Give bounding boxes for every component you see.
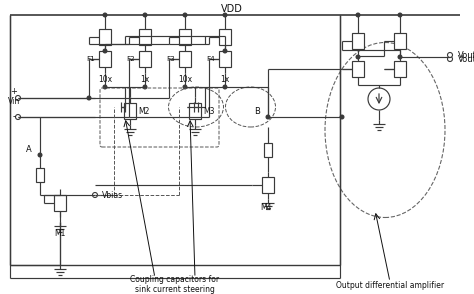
Circle shape [143, 85, 147, 89]
Circle shape [183, 85, 187, 89]
Text: +: + [10, 86, 18, 96]
Text: VDD: VDD [221, 4, 243, 14]
Bar [99, 51, 111, 67]
Bar [189, 103, 201, 119]
Text: F4: F4 [207, 56, 215, 62]
Bar [54, 195, 66, 211]
Circle shape [16, 114, 20, 119]
Circle shape [356, 13, 360, 17]
Circle shape [103, 85, 107, 89]
Bar [394, 33, 406, 49]
Text: 10x: 10x [98, 76, 112, 84]
Text: B: B [254, 106, 260, 116]
Circle shape [356, 55, 360, 59]
Circle shape [447, 53, 453, 58]
Bar [352, 33, 364, 49]
Circle shape [92, 193, 98, 198]
Circle shape [398, 55, 402, 59]
Bar [139, 29, 151, 45]
Bar [219, 29, 231, 45]
Circle shape [87, 96, 91, 100]
Text: F3: F3 [167, 56, 175, 62]
Bar [219, 51, 231, 67]
Circle shape [223, 13, 227, 17]
Bar [352, 61, 364, 77]
Bar [262, 177, 274, 193]
Bar [99, 29, 111, 45]
Text: -: - [12, 113, 16, 121]
Text: M2: M2 [138, 106, 149, 116]
Text: F2: F2 [127, 56, 136, 62]
Bar [394, 61, 406, 77]
Circle shape [38, 153, 42, 157]
Text: Vin: Vin [8, 98, 20, 106]
Bar [179, 51, 191, 67]
Text: Coupling capacitors for: Coupling capacitors for [130, 275, 219, 285]
Text: Vout: Vout [458, 54, 474, 64]
Bar [36, 168, 44, 182]
Circle shape [103, 49, 107, 53]
Circle shape [398, 13, 402, 17]
Circle shape [127, 115, 131, 119]
Circle shape [143, 13, 147, 17]
Text: M4: M4 [260, 203, 272, 211]
Text: 1x: 1x [140, 76, 150, 84]
Circle shape [183, 13, 187, 17]
Circle shape [223, 85, 227, 89]
Text: Vbias: Vbias [102, 191, 123, 200]
Text: A: A [26, 146, 32, 155]
Text: sink current steering: sink current steering [135, 285, 215, 293]
Text: Output differential amplifier: Output differential amplifier [336, 280, 444, 290]
Text: Vout: Vout [458, 51, 474, 59]
Text: F1: F1 [87, 56, 95, 62]
Circle shape [223, 49, 227, 53]
Circle shape [447, 56, 453, 61]
Circle shape [16, 96, 20, 101]
Bar [179, 29, 191, 45]
Circle shape [368, 88, 390, 110]
Circle shape [340, 115, 344, 119]
Text: 1x: 1x [220, 76, 229, 84]
Text: M3: M3 [203, 106, 215, 116]
Text: M1: M1 [55, 230, 66, 238]
Bar [264, 143, 272, 156]
Text: 10x: 10x [178, 76, 192, 84]
Bar [139, 51, 151, 67]
Bar [124, 103, 136, 119]
Circle shape [266, 115, 270, 119]
Circle shape [103, 13, 107, 17]
